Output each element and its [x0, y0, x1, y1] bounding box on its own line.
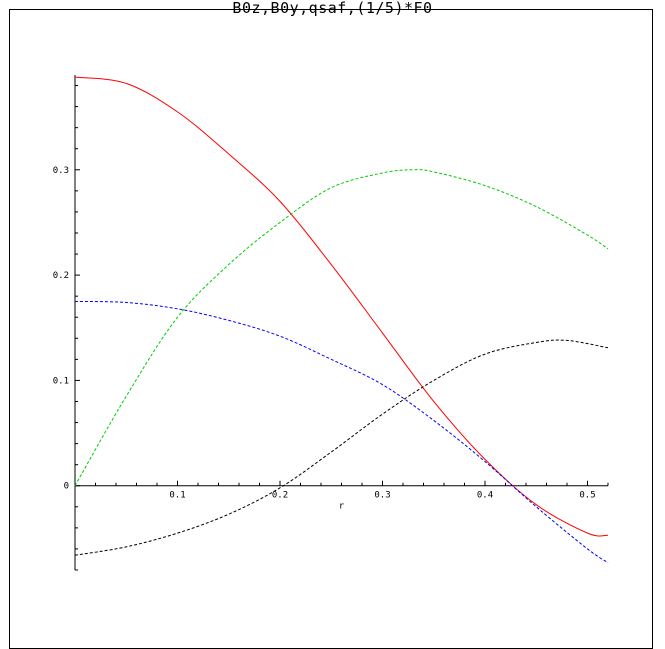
y-tick-label: 0.3 — [53, 166, 69, 176]
axes: 0.1 0.2 0.3 0.4 0.5 0 0.1 0.2 0.3 — [53, 75, 609, 571]
series-line-1 — [74, 76, 609, 537]
y-tick-label: 0 — [64, 482, 69, 492]
y-tick-label: 0.1 — [53, 376, 69, 386]
x-axis-label: r — [339, 502, 345, 512]
plot-svg: 0.1 0.2 0.3 0.4 0.5 0 0.1 0.2 0.3 r — [53, 75, 609, 571]
series-line-3 — [74, 300, 609, 564]
series-line-4 — [74, 339, 609, 556]
series-lines — [74, 76, 609, 564]
x-tick-label: 0.2 — [272, 491, 288, 501]
x-tick-label: 0.3 — [374, 491, 390, 501]
y-tick-label: 0.2 — [53, 271, 69, 281]
chart-title: B0z,B0y,qsaf,(1/5)*F0 — [232, 0, 433, 17]
series-line-2 — [74, 169, 609, 486]
x-tick-label: 0.5 — [579, 491, 595, 501]
x-tick-label: 0.1 — [169, 491, 185, 501]
x-tick-label: 0.4 — [477, 491, 493, 501]
plot-frame — [9, 9, 653, 649]
